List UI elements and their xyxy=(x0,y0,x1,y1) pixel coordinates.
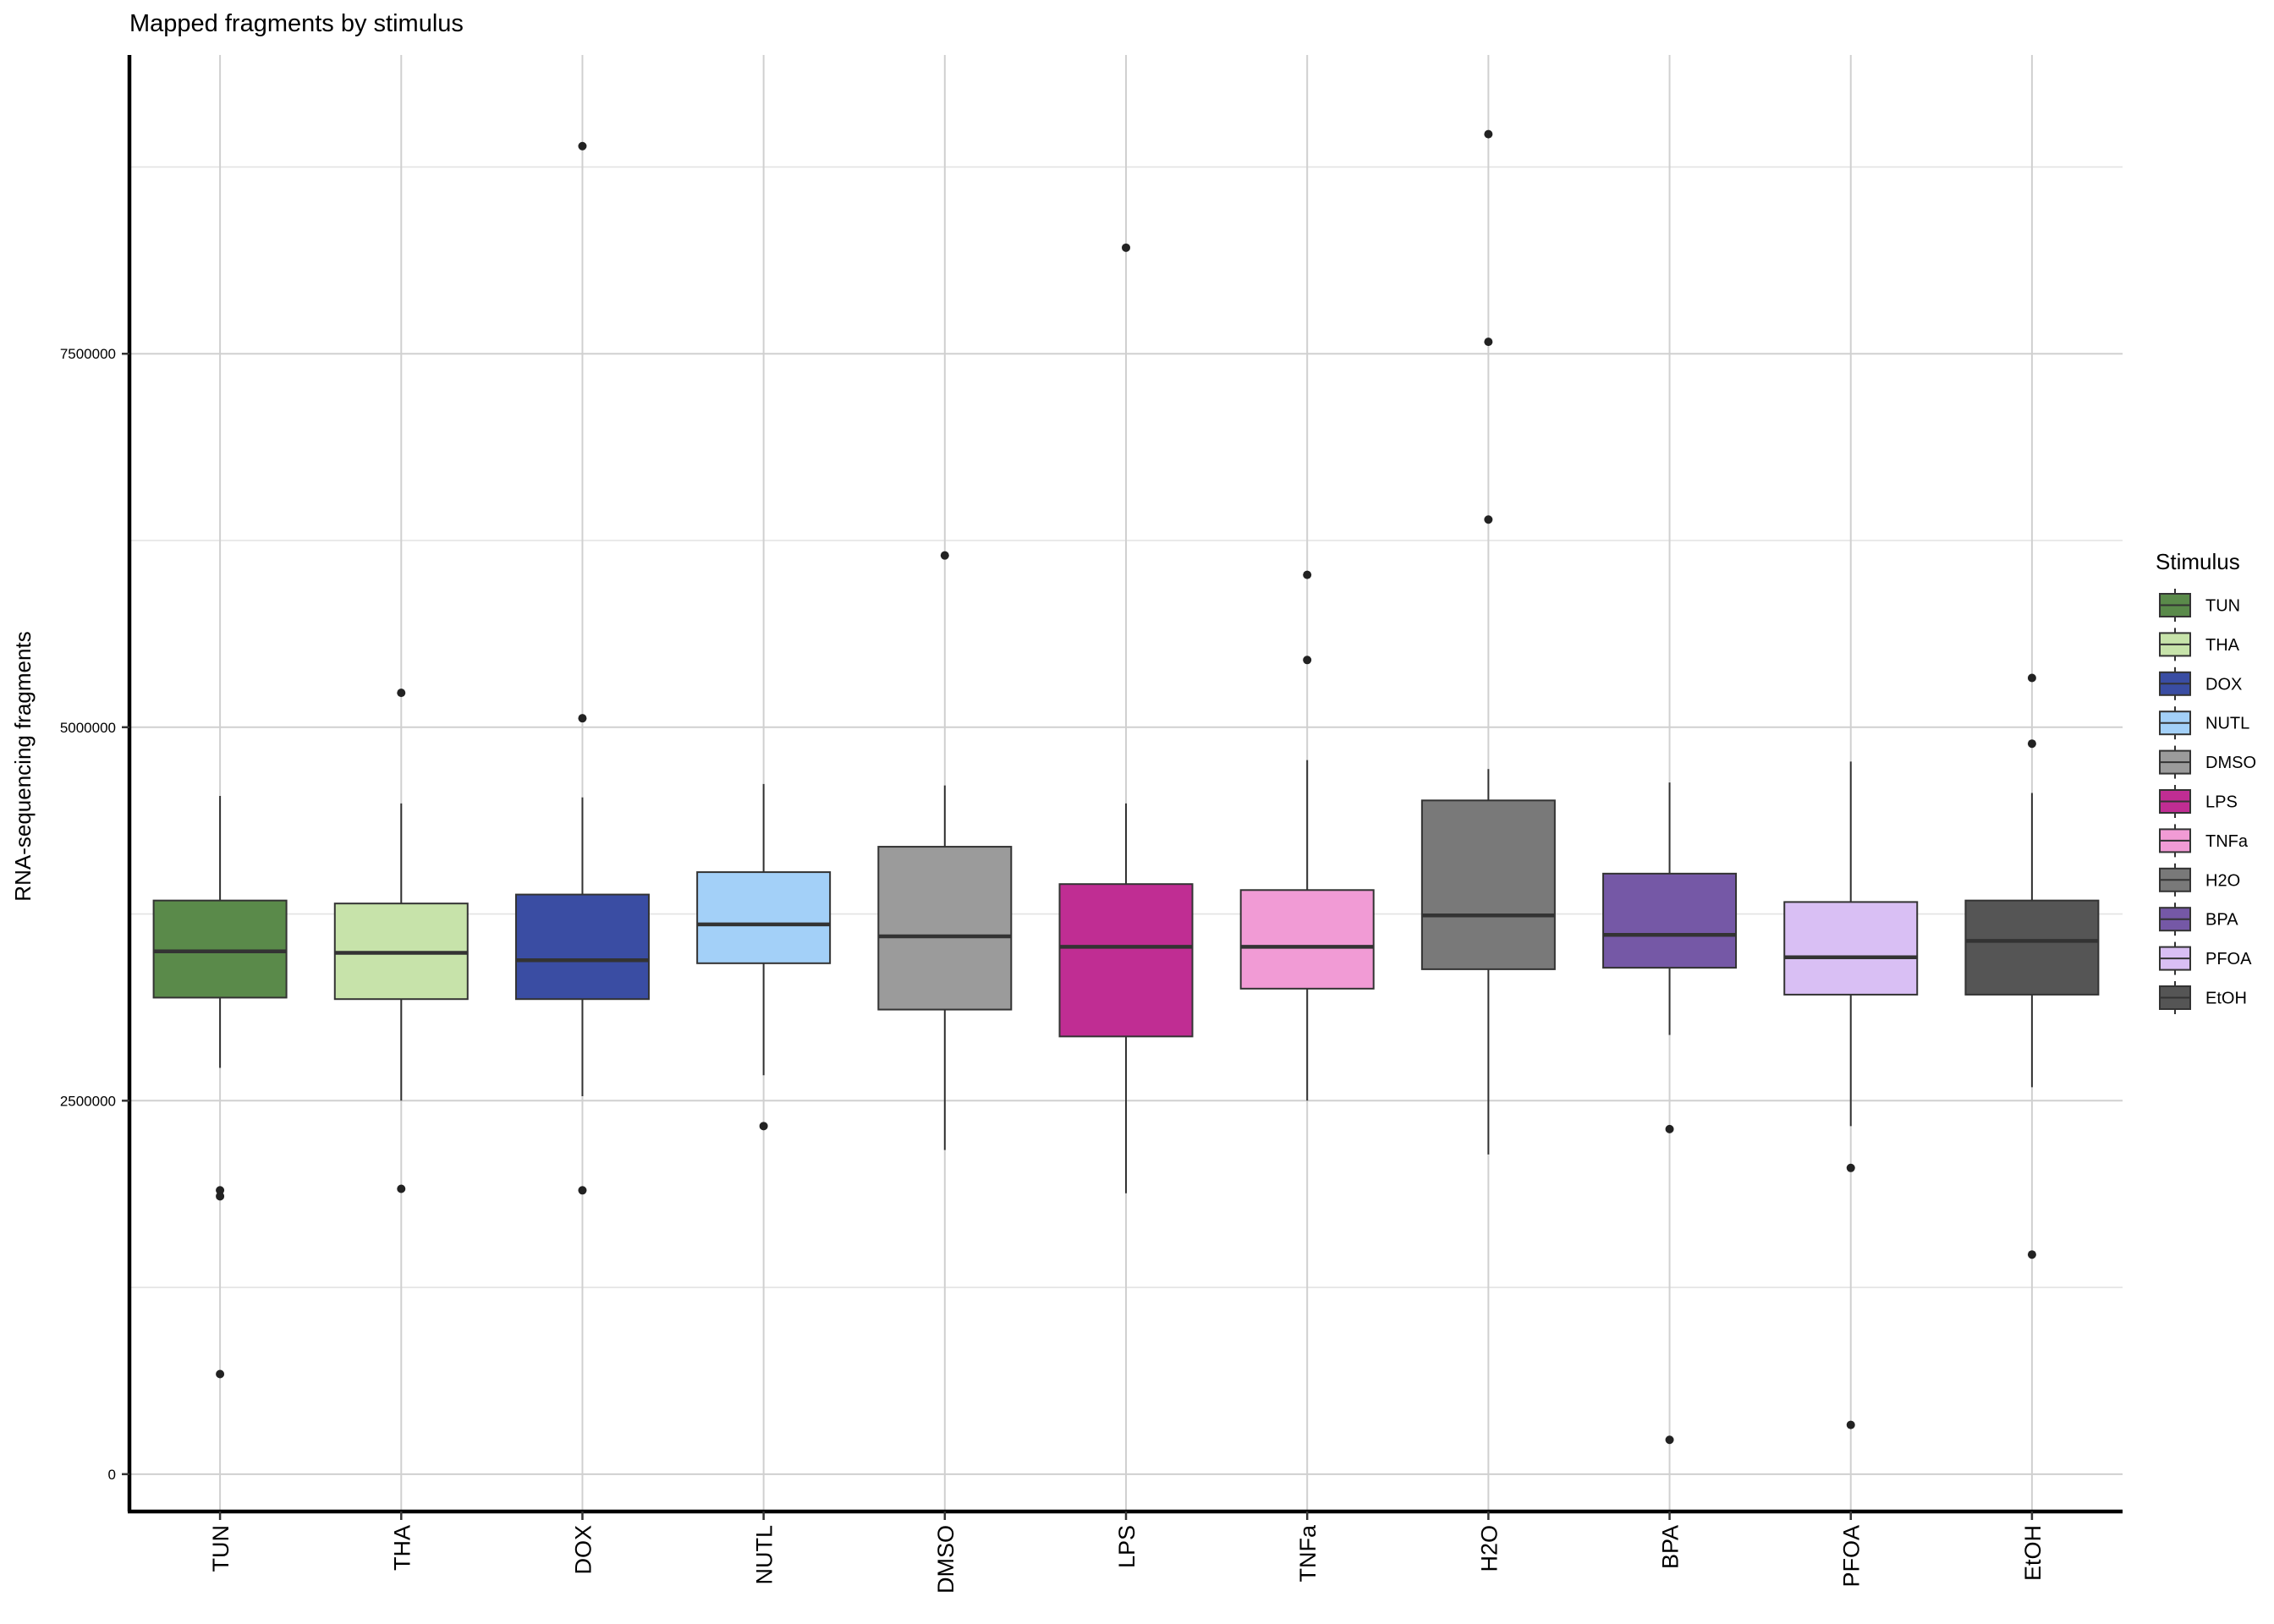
outlier-point xyxy=(2027,739,2036,749)
plot-area xyxy=(152,129,2100,1445)
legend-item-bpa: BPA xyxy=(2159,903,2238,936)
x-tick-label: DMSO xyxy=(933,1525,958,1594)
y-tick-label: 5000000 xyxy=(60,720,116,736)
legend-label: TUN xyxy=(2205,597,2240,616)
box-nutl xyxy=(696,783,832,1131)
outlier-point xyxy=(578,1186,587,1195)
legend-label: NUTL xyxy=(2205,715,2249,733)
legend-item-h2o: H2O xyxy=(2159,863,2240,897)
chart-title: Mapped fragments by stimulus xyxy=(129,10,464,37)
outlier-point xyxy=(1484,129,1493,139)
box-body xyxy=(1058,883,1194,1038)
box-body xyxy=(1602,872,1738,969)
x-tick-label: H2O xyxy=(1476,1525,1502,1572)
gridlines xyxy=(129,55,2123,1512)
box-bpa xyxy=(1602,782,1738,1445)
outlier-point xyxy=(578,714,587,723)
outlier-point xyxy=(1846,1420,1855,1429)
x-tick-label: DOX xyxy=(570,1525,596,1575)
legend-label: THA xyxy=(2205,636,2240,655)
x-tick-label: LPS xyxy=(1114,1525,1140,1568)
legend-title: Stimulus xyxy=(2156,549,2240,574)
outlier-point xyxy=(216,1369,225,1379)
y-axis-title: RNA-sequencing fragments xyxy=(10,631,36,901)
legend-item-tnfa: TNFa xyxy=(2159,824,2249,858)
legend-item-nutl: NUTL xyxy=(2159,706,2249,740)
outlier-point xyxy=(1846,1163,1855,1172)
box-body xyxy=(1239,889,1375,990)
outlier-point xyxy=(1665,1435,1674,1445)
outlier-point xyxy=(397,1184,406,1193)
outlier-point xyxy=(1484,337,1493,347)
outlier-point xyxy=(1122,243,1130,252)
box-dox xyxy=(514,141,650,1195)
outlier-point xyxy=(216,1186,225,1195)
box-lps xyxy=(1058,243,1194,1193)
box-tnfa xyxy=(1239,570,1375,1101)
box-etoh xyxy=(1964,673,2100,1259)
legend-item-dmso: DMSO xyxy=(2159,745,2256,779)
box-body xyxy=(877,846,1013,1011)
legend-item-tun: TUN xyxy=(2159,589,2240,622)
y-tick-label: 0 xyxy=(108,1467,116,1483)
x-tick-label: TNFa xyxy=(1295,1524,1321,1582)
outlier-point xyxy=(2027,673,2036,683)
outlier-point xyxy=(216,1192,225,1201)
legend-label: DMSO xyxy=(2205,754,2256,772)
legend-label: DOX xyxy=(2205,675,2242,694)
box-body xyxy=(514,893,650,1001)
x-tick-label: BPA xyxy=(1658,1525,1684,1569)
x-tick-label: PFOA xyxy=(1839,1525,1865,1588)
y-tick-label: 2500000 xyxy=(60,1093,116,1109)
outlier-point xyxy=(1303,656,1312,665)
box-tha xyxy=(333,689,469,1193)
box-body xyxy=(696,871,832,964)
box-dmso xyxy=(877,551,1013,1150)
outlier-point xyxy=(1665,1124,1674,1133)
outlier-point xyxy=(578,141,587,151)
legend-label: H2O xyxy=(2205,871,2240,890)
axes: 0 2500000 5000000 7500000 TUN THA DOX NUTL DMSO L… xyxy=(60,55,2123,1594)
x-tick-label: THA xyxy=(389,1525,415,1571)
box-body xyxy=(1783,901,1919,996)
outlier-point xyxy=(759,1122,768,1131)
legend-item-etoh: EtOH xyxy=(2159,981,2247,1014)
x-tick-label: EtOH xyxy=(2020,1525,2046,1581)
box-tun xyxy=(152,796,288,1379)
legend-item-dox: DOX xyxy=(2159,667,2242,700)
box-h2o xyxy=(1420,129,1556,1155)
legend-item-lps: LPS xyxy=(2159,785,2238,818)
legend-item-pfoa: PFOA xyxy=(2159,941,2252,975)
box-body xyxy=(1964,899,2100,996)
box-pfoa xyxy=(1783,761,1919,1429)
legend-label: BPA xyxy=(2205,911,2238,930)
legend: Stimulus TUN THA DOX NUTL DMSO LPS TNFa H2O BPA P… xyxy=(2156,549,2256,1014)
x-tick-label: TUN xyxy=(208,1525,233,1572)
box-body xyxy=(152,899,288,999)
legend-label: EtOH xyxy=(2205,990,2247,1008)
legend-label: PFOA xyxy=(2205,950,2252,968)
legend-label: LPS xyxy=(2205,793,2238,812)
legend-item-tha: THA xyxy=(2159,628,2240,661)
outlier-point xyxy=(1303,570,1312,579)
outlier-point xyxy=(1484,515,1493,524)
outlier-point xyxy=(940,551,949,560)
y-tick-label: 7500000 xyxy=(60,346,116,362)
x-tick-label: NUTL xyxy=(752,1525,777,1585)
box-body xyxy=(1420,799,1556,970)
legend-label: TNFa xyxy=(2205,832,2249,851)
outlier-point xyxy=(397,689,406,698)
outlier-point xyxy=(2027,1250,2036,1259)
